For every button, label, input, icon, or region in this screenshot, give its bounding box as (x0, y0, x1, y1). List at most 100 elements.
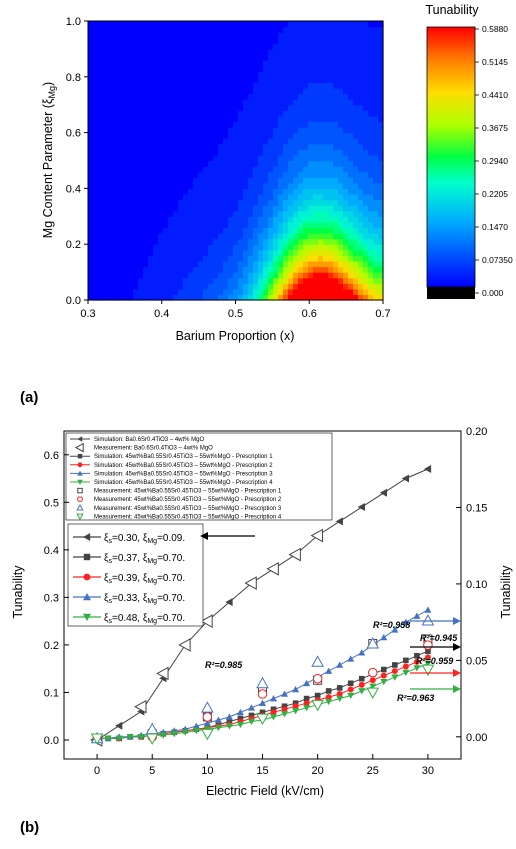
heatmap-cell (258, 272, 264, 279)
heatmap-cell (193, 76, 199, 83)
colorbar-tick-label: 0.5145 (482, 57, 508, 67)
heatmap-cell (103, 127, 109, 134)
heatmap-cell (368, 54, 374, 61)
heatmap-cell (353, 54, 359, 61)
heatmap-cell (348, 227, 354, 234)
heatmap-cell (333, 127, 339, 134)
heatmap-cell (143, 71, 149, 78)
heatmap-cell (138, 177, 144, 184)
heatmap-cell (278, 166, 284, 173)
heatmap-cell (183, 199, 189, 206)
heatmap-cell (318, 171, 324, 178)
heatmap-cell (208, 115, 214, 123)
heatmap-cell (118, 294, 124, 301)
heatmap-cell (138, 104, 144, 111)
heatmap-cell (353, 272, 359, 279)
heatmap-cell (273, 110, 279, 117)
tunability-panel: 0 5 10 15 20 25 30 0.00.10.20.30.40.50.6 0.000… (11, 426, 513, 836)
heatmap-cell (373, 132, 379, 139)
heatmap-cell (138, 54, 144, 61)
heatmap-cell (203, 149, 209, 156)
heatmap-cell (318, 272, 324, 279)
heatmap-cell (243, 288, 249, 296)
heatmap-cell (183, 99, 189, 106)
heatmap-cell (313, 216, 319, 223)
heatmap-cell (188, 216, 194, 223)
heatmap-cell (333, 54, 339, 61)
heatmap-cell (228, 149, 234, 156)
data-point (423, 465, 432, 474)
heatmap-cell (108, 266, 114, 273)
heatmap-cell (103, 221, 109, 229)
heatmap-cell (258, 238, 264, 245)
heatmap-cell (88, 233, 94, 240)
heatmap-cell (138, 26, 144, 33)
data-point (225, 598, 233, 607)
heatmap-cell (148, 171, 154, 178)
heatmap-cell (208, 132, 214, 139)
heatmap-cell (168, 115, 174, 123)
heatmap-cell (288, 238, 294, 245)
heatmap-cell (378, 87, 384, 95)
heatmap-cell (183, 110, 189, 117)
heatmap-cell (98, 149, 104, 156)
heatmap-cell (188, 104, 194, 111)
heatmap-cell (148, 43, 154, 50)
heatmap-cell (323, 238, 329, 245)
heatmap-cell (123, 65, 129, 72)
heatmap-cell (238, 60, 244, 67)
heatmap-cell (168, 65, 174, 72)
heatmap-cell (133, 26, 139, 33)
heatmap-cell (358, 93, 364, 100)
heatmap-cell (338, 65, 344, 72)
heatmap-cell (88, 26, 94, 33)
heatmap-cell (103, 199, 109, 206)
heatmap-cell (178, 221, 184, 229)
heatmap-cell (148, 37, 154, 44)
heatmap-cell (318, 60, 324, 67)
heatmap-cell (328, 266, 334, 273)
heatmap-cell (368, 65, 374, 72)
heatmap-cell (318, 127, 324, 134)
heatmap-cell (173, 54, 179, 61)
heatmap-cell (128, 277, 134, 284)
heatmap-cell (313, 110, 319, 117)
heatmap-cell (318, 288, 324, 296)
heatmap-cell (148, 93, 154, 100)
heatmap-cell (303, 166, 309, 173)
heatmap-cell (283, 132, 289, 139)
data-point (421, 664, 435, 677)
heatmap-cell (363, 249, 369, 256)
data-point (247, 704, 255, 711)
heatmap-cell (368, 283, 374, 290)
heatmap-cell (363, 71, 369, 78)
heatmap-cell (343, 54, 349, 61)
heatmap-cell (213, 160, 219, 167)
heatmap-cell (308, 127, 314, 134)
heatmap-cell (368, 32, 374, 39)
heatmap-cell (238, 121, 244, 128)
heatmap-cell (128, 110, 134, 117)
heatmap-cell (373, 294, 379, 301)
heatmap-cell (258, 177, 264, 184)
heatmap-cell (283, 43, 289, 50)
heatmap-cell (373, 48, 379, 56)
legend-top-label: Measurement: 45wt%Ba0.55Sr0.45TiO3 – 55w… (94, 514, 282, 520)
heatmap-cell (273, 87, 279, 95)
heatmap-cell (233, 127, 239, 134)
heatmap-cell (108, 255, 114, 262)
heatmap-cell (148, 71, 154, 78)
heatmap-cell (168, 182, 174, 189)
heatmap-cell (193, 32, 199, 39)
heatmap-cell (193, 193, 199, 201)
heatmap-cell (313, 71, 319, 78)
heatmap-cell (368, 171, 374, 178)
heatmap-cell (343, 99, 349, 106)
heatmap-cell (213, 32, 219, 39)
heatmap-cell (143, 182, 149, 189)
data-point (226, 718, 233, 725)
heatmap-cell (338, 205, 344, 212)
heatmap-cell (268, 266, 274, 273)
heatmap-cell (338, 288, 344, 296)
heatmap-cell (263, 132, 269, 139)
